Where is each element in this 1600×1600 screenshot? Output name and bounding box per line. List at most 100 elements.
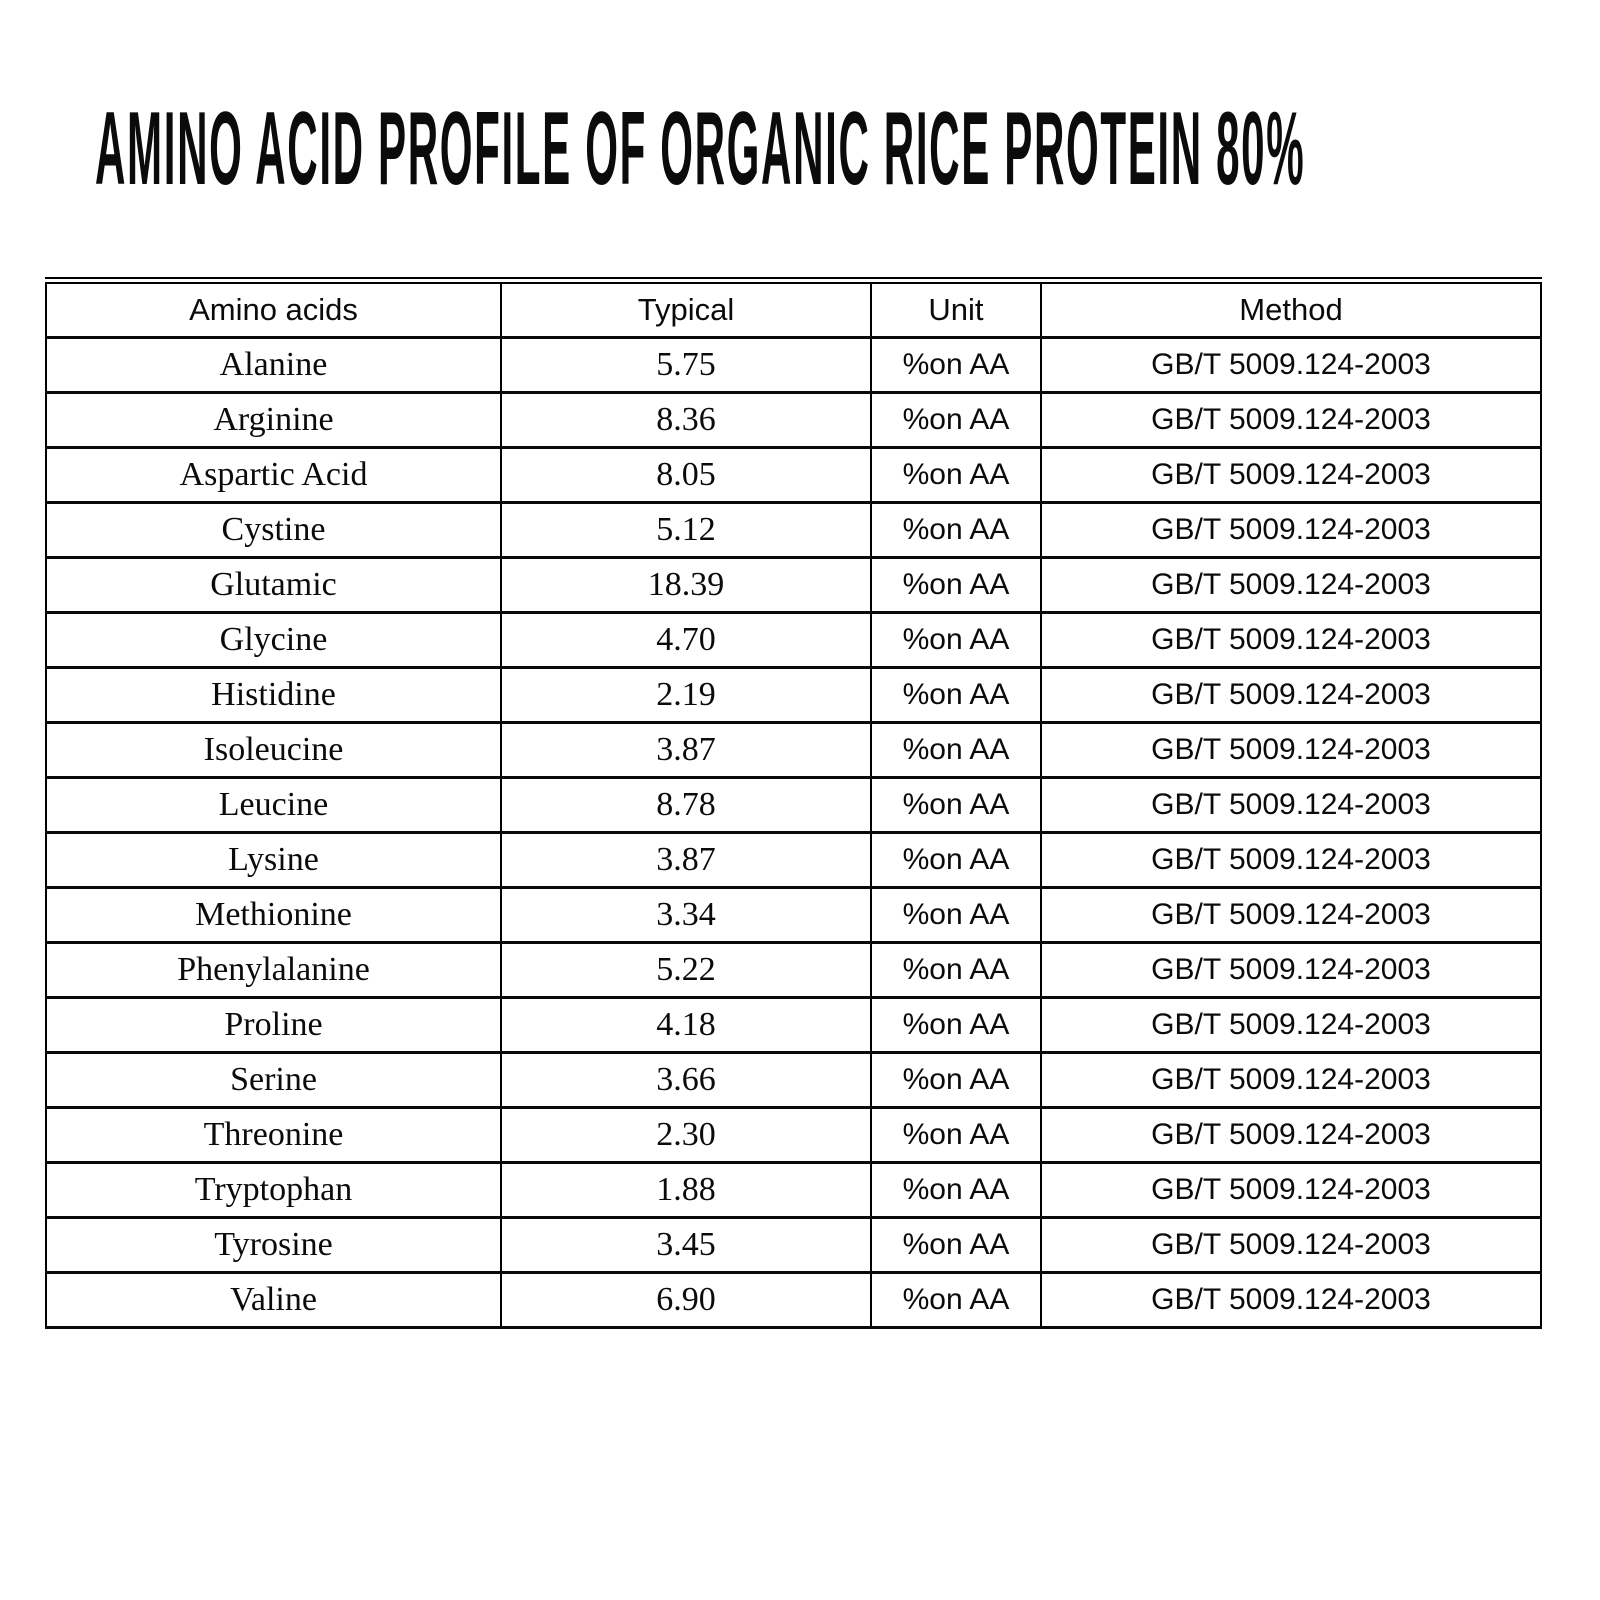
cell-unit: %on AA	[870, 391, 1042, 449]
table-row: Threonine 2.30 %on AA GB/T 5009.124-2003	[45, 1106, 1542, 1164]
cell-typical: 4.18	[500, 996, 872, 1054]
cell-typical: 8.36	[500, 391, 872, 449]
cell-method: GB/T 5009.124-2003	[1040, 1051, 1542, 1109]
cell-typical: 2.19	[500, 666, 872, 724]
cell-amino-acid: Tyrosine	[45, 1216, 502, 1274]
cell-unit: %on AA	[870, 1106, 1042, 1164]
cell-method: GB/T 5009.124-2003	[1040, 1161, 1542, 1219]
cell-amino-acid: Methionine	[45, 886, 502, 944]
cell-unit: %on AA	[870, 1161, 1042, 1219]
cell-amino-acid: Leucine	[45, 776, 502, 834]
cell-amino-acid: Histidine	[45, 666, 502, 724]
cell-amino-acid: Threonine	[45, 1106, 502, 1164]
cell-unit: %on AA	[870, 941, 1042, 999]
table-row: Cystine 5.12 %on AA GB/T 5009.124-2003	[45, 501, 1542, 559]
header-unit: Unit	[870, 279, 1042, 339]
cell-method: GB/T 5009.124-2003	[1040, 666, 1542, 724]
amino-acid-table: Amino acids Typical Unit Method Alanine 5…	[45, 277, 1542, 1329]
table-row: Glycine 4.70 %on AA GB/T 5009.124-2003	[45, 611, 1542, 669]
table-row: Methionine 3.34 %on AA GB/T 5009.124-2003	[45, 886, 1542, 944]
cell-unit: %on AA	[870, 446, 1042, 504]
table-header: Amino acids Typical Unit Method	[45, 279, 1542, 339]
cell-typical: 3.45	[500, 1216, 872, 1274]
cell-unit: %on AA	[870, 831, 1042, 889]
cell-method: GB/T 5009.124-2003	[1040, 556, 1542, 614]
cell-amino-acid: Alanine	[45, 336, 502, 394]
cell-typical: 4.70	[500, 611, 872, 669]
cell-amino-acid: Phenylalanine	[45, 941, 502, 999]
cell-method: GB/T 5009.124-2003	[1040, 831, 1542, 889]
cell-method: GB/T 5009.124-2003	[1040, 886, 1542, 944]
cell-unit: %on AA	[870, 1051, 1042, 1109]
header-amino-acids: Amino acids	[45, 279, 502, 339]
table-row: Tryptophan 1.88 %on AA GB/T 5009.124-2003	[45, 1161, 1542, 1219]
cell-typical: 5.75	[500, 336, 872, 394]
cell-unit: %on AA	[870, 501, 1042, 559]
cell-amino-acid: Proline	[45, 996, 502, 1054]
cell-method: GB/T 5009.124-2003	[1040, 941, 1542, 999]
cell-unit: %on AA	[870, 611, 1042, 669]
table-header-row: Amino acids Typical Unit Method	[45, 279, 1542, 339]
cell-amino-acid: Tryptophan	[45, 1161, 502, 1219]
table-row: Glutamic 18.39 %on AA GB/T 5009.124-2003	[45, 556, 1542, 614]
cell-unit: %on AA	[870, 996, 1042, 1054]
table-row: Tyrosine 3.45 %on AA GB/T 5009.124-2003	[45, 1216, 1542, 1274]
cell-unit: %on AA	[870, 886, 1042, 944]
cell-method: GB/T 5009.124-2003	[1040, 1271, 1542, 1329]
cell-typical: 2.30	[500, 1106, 872, 1164]
cell-method: GB/T 5009.124-2003	[1040, 391, 1542, 449]
cell-amino-acid: Arginine	[45, 391, 502, 449]
table-row: Aspartic Acid 8.05 %on AA GB/T 5009.124-200…	[45, 446, 1542, 504]
cell-typical: 5.22	[500, 941, 872, 999]
cell-method: GB/T 5009.124-2003	[1040, 446, 1542, 504]
cell-typical: 18.39	[500, 556, 872, 614]
cell-amino-acid: Valine	[45, 1271, 502, 1329]
cell-typical: 3.66	[500, 1051, 872, 1109]
cell-typical: 6.90	[500, 1271, 872, 1329]
cell-amino-acid: Serine	[45, 1051, 502, 1109]
header-typical: Typical	[500, 279, 872, 339]
cell-method: GB/T 5009.124-2003	[1040, 996, 1542, 1054]
table-row: Histidine 2.19 %on AA GB/T 5009.124-2003	[45, 666, 1542, 724]
cell-unit: %on AA	[870, 721, 1042, 779]
cell-unit: %on AA	[870, 1271, 1042, 1329]
cell-unit: %on AA	[870, 336, 1042, 394]
amino-acid-table-container: Amino acids Typical Unit Method Alanine 5…	[45, 277, 1542, 1329]
cell-method: GB/T 5009.124-2003	[1040, 336, 1542, 394]
table-row: Alanine 5.75 %on AA GB/T 5009.124-2003	[45, 336, 1542, 394]
cell-typical: 3.34	[500, 886, 872, 944]
table-row: Proline 4.18 %on AA GB/T 5009.124-2003	[45, 996, 1542, 1054]
cell-typical: 3.87	[500, 721, 872, 779]
cell-method: GB/T 5009.124-2003	[1040, 501, 1542, 559]
cell-amino-acid: Lysine	[45, 831, 502, 889]
cell-method: GB/T 5009.124-2003	[1040, 1106, 1542, 1164]
cell-typical: 1.88	[500, 1161, 872, 1219]
page-title: AMINO ACID PROFILE OF ORGANIC RICE PROTE…	[95, 91, 1545, 207]
cell-method: GB/T 5009.124-2003	[1040, 776, 1542, 834]
cell-typical: 8.05	[500, 446, 872, 504]
table-row: Leucine 8.78 %on AA GB/T 5009.124-2003	[45, 776, 1542, 834]
page-title-text: AMINO ACID PROFILE OF ORGANIC RICE PROTE…	[95, 91, 1306, 207]
cell-amino-acid: Glutamic	[45, 556, 502, 614]
cell-amino-acid: Cystine	[45, 501, 502, 559]
cell-method: GB/T 5009.124-2003	[1040, 611, 1542, 669]
cell-typical: 3.87	[500, 831, 872, 889]
cell-amino-acid: Aspartic Acid	[45, 446, 502, 504]
table-row: Lysine 3.87 %on AA GB/T 5009.124-2003	[45, 831, 1542, 889]
table-row: Valine 6.90 %on AA GB/T 5009.124-2003	[45, 1271, 1542, 1329]
cell-typical: 5.12	[500, 501, 872, 559]
cell-method: GB/T 5009.124-2003	[1040, 1216, 1542, 1274]
table-body: Alanine 5.75 %on AA GB/T 5009.124-2003 Argin…	[45, 336, 1542, 1329]
cell-unit: %on AA	[870, 776, 1042, 834]
cell-method: GB/T 5009.124-2003	[1040, 721, 1542, 779]
cell-typical: 8.78	[500, 776, 872, 834]
cell-unit: %on AA	[870, 666, 1042, 724]
table-row: Serine 3.66 %on AA GB/T 5009.124-2003	[45, 1051, 1542, 1109]
table-row: Phenylalanine 5.22 %on AA GB/T 5009.124-200…	[45, 941, 1542, 999]
cell-unit: %on AA	[870, 556, 1042, 614]
table-row: Isoleucine 3.87 %on AA GB/T 5009.124-2003	[45, 721, 1542, 779]
cell-amino-acid: Isoleucine	[45, 721, 502, 779]
table-row: Arginine 8.36 %on AA GB/T 5009.124-2003	[45, 391, 1542, 449]
cell-unit: %on AA	[870, 1216, 1042, 1274]
